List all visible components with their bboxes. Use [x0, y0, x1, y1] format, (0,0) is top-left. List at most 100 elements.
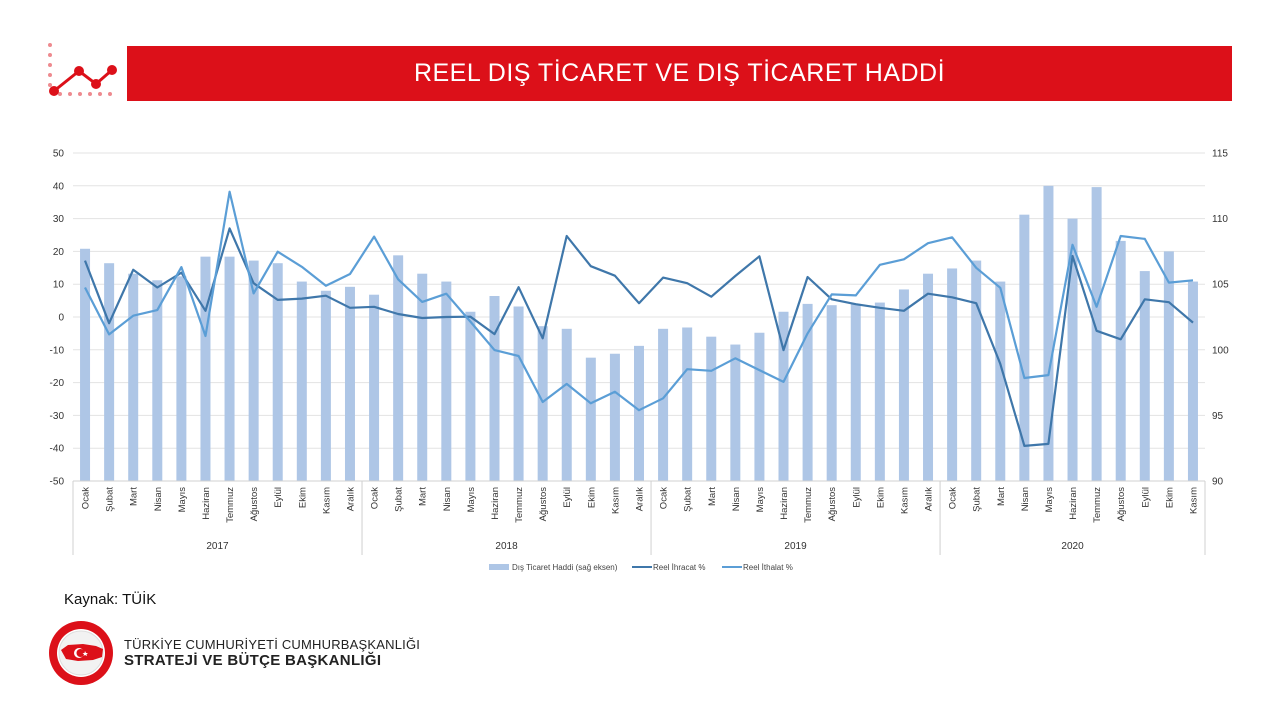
bar-terms-of-trade	[417, 273, 428, 481]
bar-terms-of-trade	[995, 281, 1006, 481]
month-label: Nisan	[442, 487, 453, 511]
month-label: Ocak	[948, 487, 959, 509]
line-real-imports	[84, 190, 1194, 412]
bar-terms-of-trade	[850, 303, 861, 481]
left-axis-tick-label: 0	[58, 313, 64, 324]
left-axis-tick-label: -50	[50, 477, 65, 488]
left-axis-tick-label: -40	[50, 444, 65, 455]
bar-terms-of-trade	[128, 273, 139, 481]
month-label: Aralık	[345, 487, 356, 512]
bar-terms-of-trade	[730, 344, 741, 481]
bar-terms-of-trade	[585, 357, 596, 481]
right-axis-tick-label: 105	[1212, 280, 1229, 291]
bar-terms-of-trade	[465, 311, 476, 481]
month-label: Mayıs	[466, 487, 477, 513]
bar-terms-of-trade	[441, 281, 452, 481]
bar-terms-of-trade	[296, 281, 307, 481]
bar-terms-of-trade	[609, 353, 620, 481]
bar-terms-of-trade	[1043, 185, 1054, 482]
bar-terms-of-trade	[947, 268, 958, 481]
month-label: Aralık	[635, 487, 646, 512]
month-label: Kasım	[1188, 487, 1199, 514]
left-axis-tick-label: 40	[53, 181, 65, 192]
month-label: Temmuz	[225, 487, 236, 523]
bar-terms-of-trade	[393, 255, 404, 481]
right-axis-tick-label: 110	[1212, 214, 1228, 225]
bar-terms-of-trade	[152, 280, 163, 481]
bar-terms-of-trade	[320, 290, 331, 481]
month-label: Eylül	[273, 487, 284, 508]
month-label: Temmuz	[1092, 487, 1103, 523]
month-label: Mart	[707, 487, 718, 506]
left-axis-tick-label: 20	[53, 247, 65, 258]
month-label: Kasım	[610, 487, 621, 514]
bar-terms-of-trade	[754, 332, 765, 481]
bar-terms-of-trade	[778, 311, 789, 481]
legend-swatch-bar	[489, 564, 509, 570]
bar-terms-of-trade	[898, 289, 909, 481]
month-label: Şubat	[105, 487, 116, 512]
bar-terms-of-trade	[224, 256, 235, 481]
bar-terms-of-trade	[802, 303, 813, 481]
left-axis-tick-label: -20	[50, 378, 65, 389]
source-note: Kaynak: TÜİK	[64, 591, 157, 608]
bar-terms-of-trade	[971, 260, 982, 481]
month-label: Ağustos	[249, 487, 260, 522]
year-label: 2020	[1061, 541, 1084, 552]
organization-line1: TÜRKİYE CUMHURİYETİ CUMHURBAŞKANLIĞI	[124, 637, 421, 652]
bar-terms-of-trade	[874, 302, 885, 481]
month-label: Ekim	[875, 487, 886, 508]
left-axis-tick-label: 30	[53, 214, 65, 225]
line-real-exports	[83, 227, 1194, 447]
month-label: Haziran	[1068, 487, 1079, 520]
bar-terms-of-trade	[1163, 251, 1174, 481]
organization-seal-icon	[49, 621, 113, 685]
year-label: 2017	[206, 541, 229, 552]
month-label: Aralık	[924, 487, 935, 512]
trade-chart: 50403020100-10-20-30-40-5011511010510095…	[50, 149, 1230, 573]
year-label: 2018	[495, 541, 518, 552]
page-title-banner: REEL DIŞ TİCARET VE DIŞ TİCARET HADDİ	[127, 46, 1232, 101]
month-label: Ağustos	[538, 487, 549, 522]
bar-terms-of-trade	[1019, 214, 1030, 481]
bar-terms-of-trade	[344, 286, 355, 481]
month-label: Nisan	[1020, 487, 1031, 511]
page-title: REEL DIŞ TİCARET VE DIŞ TİCARET HADDİ	[413, 59, 946, 87]
month-label: Şubat	[972, 487, 983, 512]
month-label: Ekim	[1164, 487, 1175, 508]
month-label: Haziran	[490, 487, 501, 520]
month-label: Kasım	[321, 487, 332, 514]
month-label: Mayıs	[1044, 487, 1055, 513]
left-axis-tick-label: -10	[50, 345, 65, 356]
bar-terms-of-trade	[513, 306, 524, 481]
organization-footer: TÜRKİYE CUMHURİYETİ CUMHURBAŞKANLIĞI STR…	[48, 620, 420, 686]
month-label: Eylül	[851, 487, 862, 508]
month-label: Temmuz	[514, 487, 525, 523]
bar-terms-of-trade	[1187, 281, 1198, 481]
organization-line2: STRATEJİ VE BÜTÇE BAŞKANLIĞI	[124, 652, 382, 669]
month-label: Ocak	[659, 487, 670, 509]
bar-terms-of-trade	[682, 327, 693, 481]
month-label: Ocak	[370, 487, 381, 509]
right-axis-tick-label: 115	[1212, 149, 1228, 160]
month-label: Mayıs	[177, 487, 188, 513]
month-label: Nisan	[731, 487, 742, 511]
bar-terms-of-trade	[80, 248, 91, 481]
month-label: Kasım	[899, 487, 910, 514]
bar-terms-of-trade	[561, 328, 572, 481]
month-label: Ekim	[297, 487, 308, 508]
legend-label: Reel İthalat %	[743, 563, 793, 572]
right-axis-tick-label: 90	[1212, 477, 1224, 488]
bar-terms-of-trade	[489, 296, 500, 481]
month-label: Eylül	[562, 487, 573, 508]
month-label: Ocak	[81, 487, 92, 509]
month-label: Ağustos	[827, 487, 838, 522]
bar-terms-of-trade	[200, 256, 211, 481]
right-axis-tick-label: 100	[1212, 345, 1229, 356]
year-label: 2019	[784, 541, 807, 552]
left-axis-tick-label: -30	[50, 411, 65, 422]
legend-label: Reel İhracat %	[653, 563, 705, 572]
month-label: Haziran	[201, 487, 212, 520]
month-label: Mart	[129, 487, 140, 506]
legend-label: Dış Ticaret Haddi (sağ eksen)	[512, 563, 618, 572]
